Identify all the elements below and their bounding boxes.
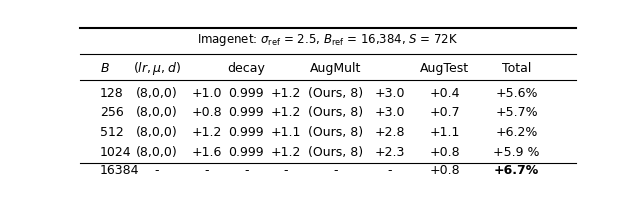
- Text: +0.8: +0.8: [429, 146, 460, 159]
- Text: (8,0,0): (8,0,0): [136, 146, 178, 159]
- Text: 0.999: 0.999: [228, 107, 264, 119]
- Text: (8,0,0): (8,0,0): [136, 87, 178, 100]
- Text: +1.6: +1.6: [191, 146, 221, 159]
- Text: -: -: [333, 164, 338, 177]
- Text: 0.999: 0.999: [228, 126, 264, 139]
- Text: 128: 128: [100, 87, 124, 100]
- Text: (8,0,0): (8,0,0): [136, 126, 178, 139]
- Text: +0.4: +0.4: [429, 87, 460, 100]
- Text: 1024: 1024: [100, 146, 131, 159]
- Text: +5.7%: +5.7%: [495, 107, 538, 119]
- Text: (Ours, 8): (Ours, 8): [308, 87, 363, 100]
- Text: +3.0: +3.0: [375, 107, 405, 119]
- Text: +1.2: +1.2: [271, 107, 301, 119]
- Text: -: -: [244, 164, 248, 177]
- Text: +2.8: +2.8: [375, 126, 405, 139]
- Text: (Ours, 8): (Ours, 8): [308, 126, 363, 139]
- Text: AugMult: AugMult: [310, 62, 361, 75]
- Text: 16384: 16384: [100, 164, 140, 177]
- Text: +0.8: +0.8: [191, 107, 222, 119]
- Text: +3.0: +3.0: [375, 87, 405, 100]
- Text: Total: Total: [502, 62, 531, 75]
- Text: +6.7%: +6.7%: [494, 164, 539, 177]
- Text: -: -: [204, 164, 209, 177]
- Text: +1.1: +1.1: [271, 126, 301, 139]
- Text: (8,0,0): (8,0,0): [136, 107, 178, 119]
- Text: (Ours, 8): (Ours, 8): [308, 146, 363, 159]
- Text: +2.3: +2.3: [375, 146, 405, 159]
- Text: $(lr, \mu, d)$: $(lr, \mu, d)$: [133, 60, 181, 77]
- Text: +1.2: +1.2: [271, 146, 301, 159]
- Text: 256: 256: [100, 107, 124, 119]
- Text: 0.999: 0.999: [228, 146, 264, 159]
- Text: Imagenet: $\sigma_{\mathrm{ref}}$ = 2.5, $B_{\mathrm{ref}}$ = 16,384, $S$ = 72K: Imagenet: $\sigma_{\mathrm{ref}}$ = 2.5,…: [197, 32, 459, 48]
- Text: +0.8: +0.8: [429, 164, 460, 177]
- Text: decay: decay: [227, 62, 265, 75]
- Text: +1.2: +1.2: [271, 87, 301, 100]
- Text: +5.9 %: +5.9 %: [493, 146, 540, 159]
- Text: 0.999: 0.999: [228, 87, 264, 100]
- Text: -: -: [155, 164, 159, 177]
- Text: +5.6%: +5.6%: [495, 87, 538, 100]
- Text: $B$: $B$: [100, 62, 109, 75]
- Text: +6.2%: +6.2%: [495, 126, 538, 139]
- Text: +1.2: +1.2: [191, 126, 221, 139]
- Text: +1.1: +1.1: [429, 126, 460, 139]
- Text: -: -: [284, 164, 288, 177]
- Text: +0.7: +0.7: [429, 107, 460, 119]
- Text: -: -: [388, 164, 392, 177]
- Text: (Ours, 8): (Ours, 8): [308, 107, 363, 119]
- Text: AugTest: AugTest: [420, 62, 469, 75]
- Text: 512: 512: [100, 126, 124, 139]
- Text: +1.0: +1.0: [191, 87, 221, 100]
